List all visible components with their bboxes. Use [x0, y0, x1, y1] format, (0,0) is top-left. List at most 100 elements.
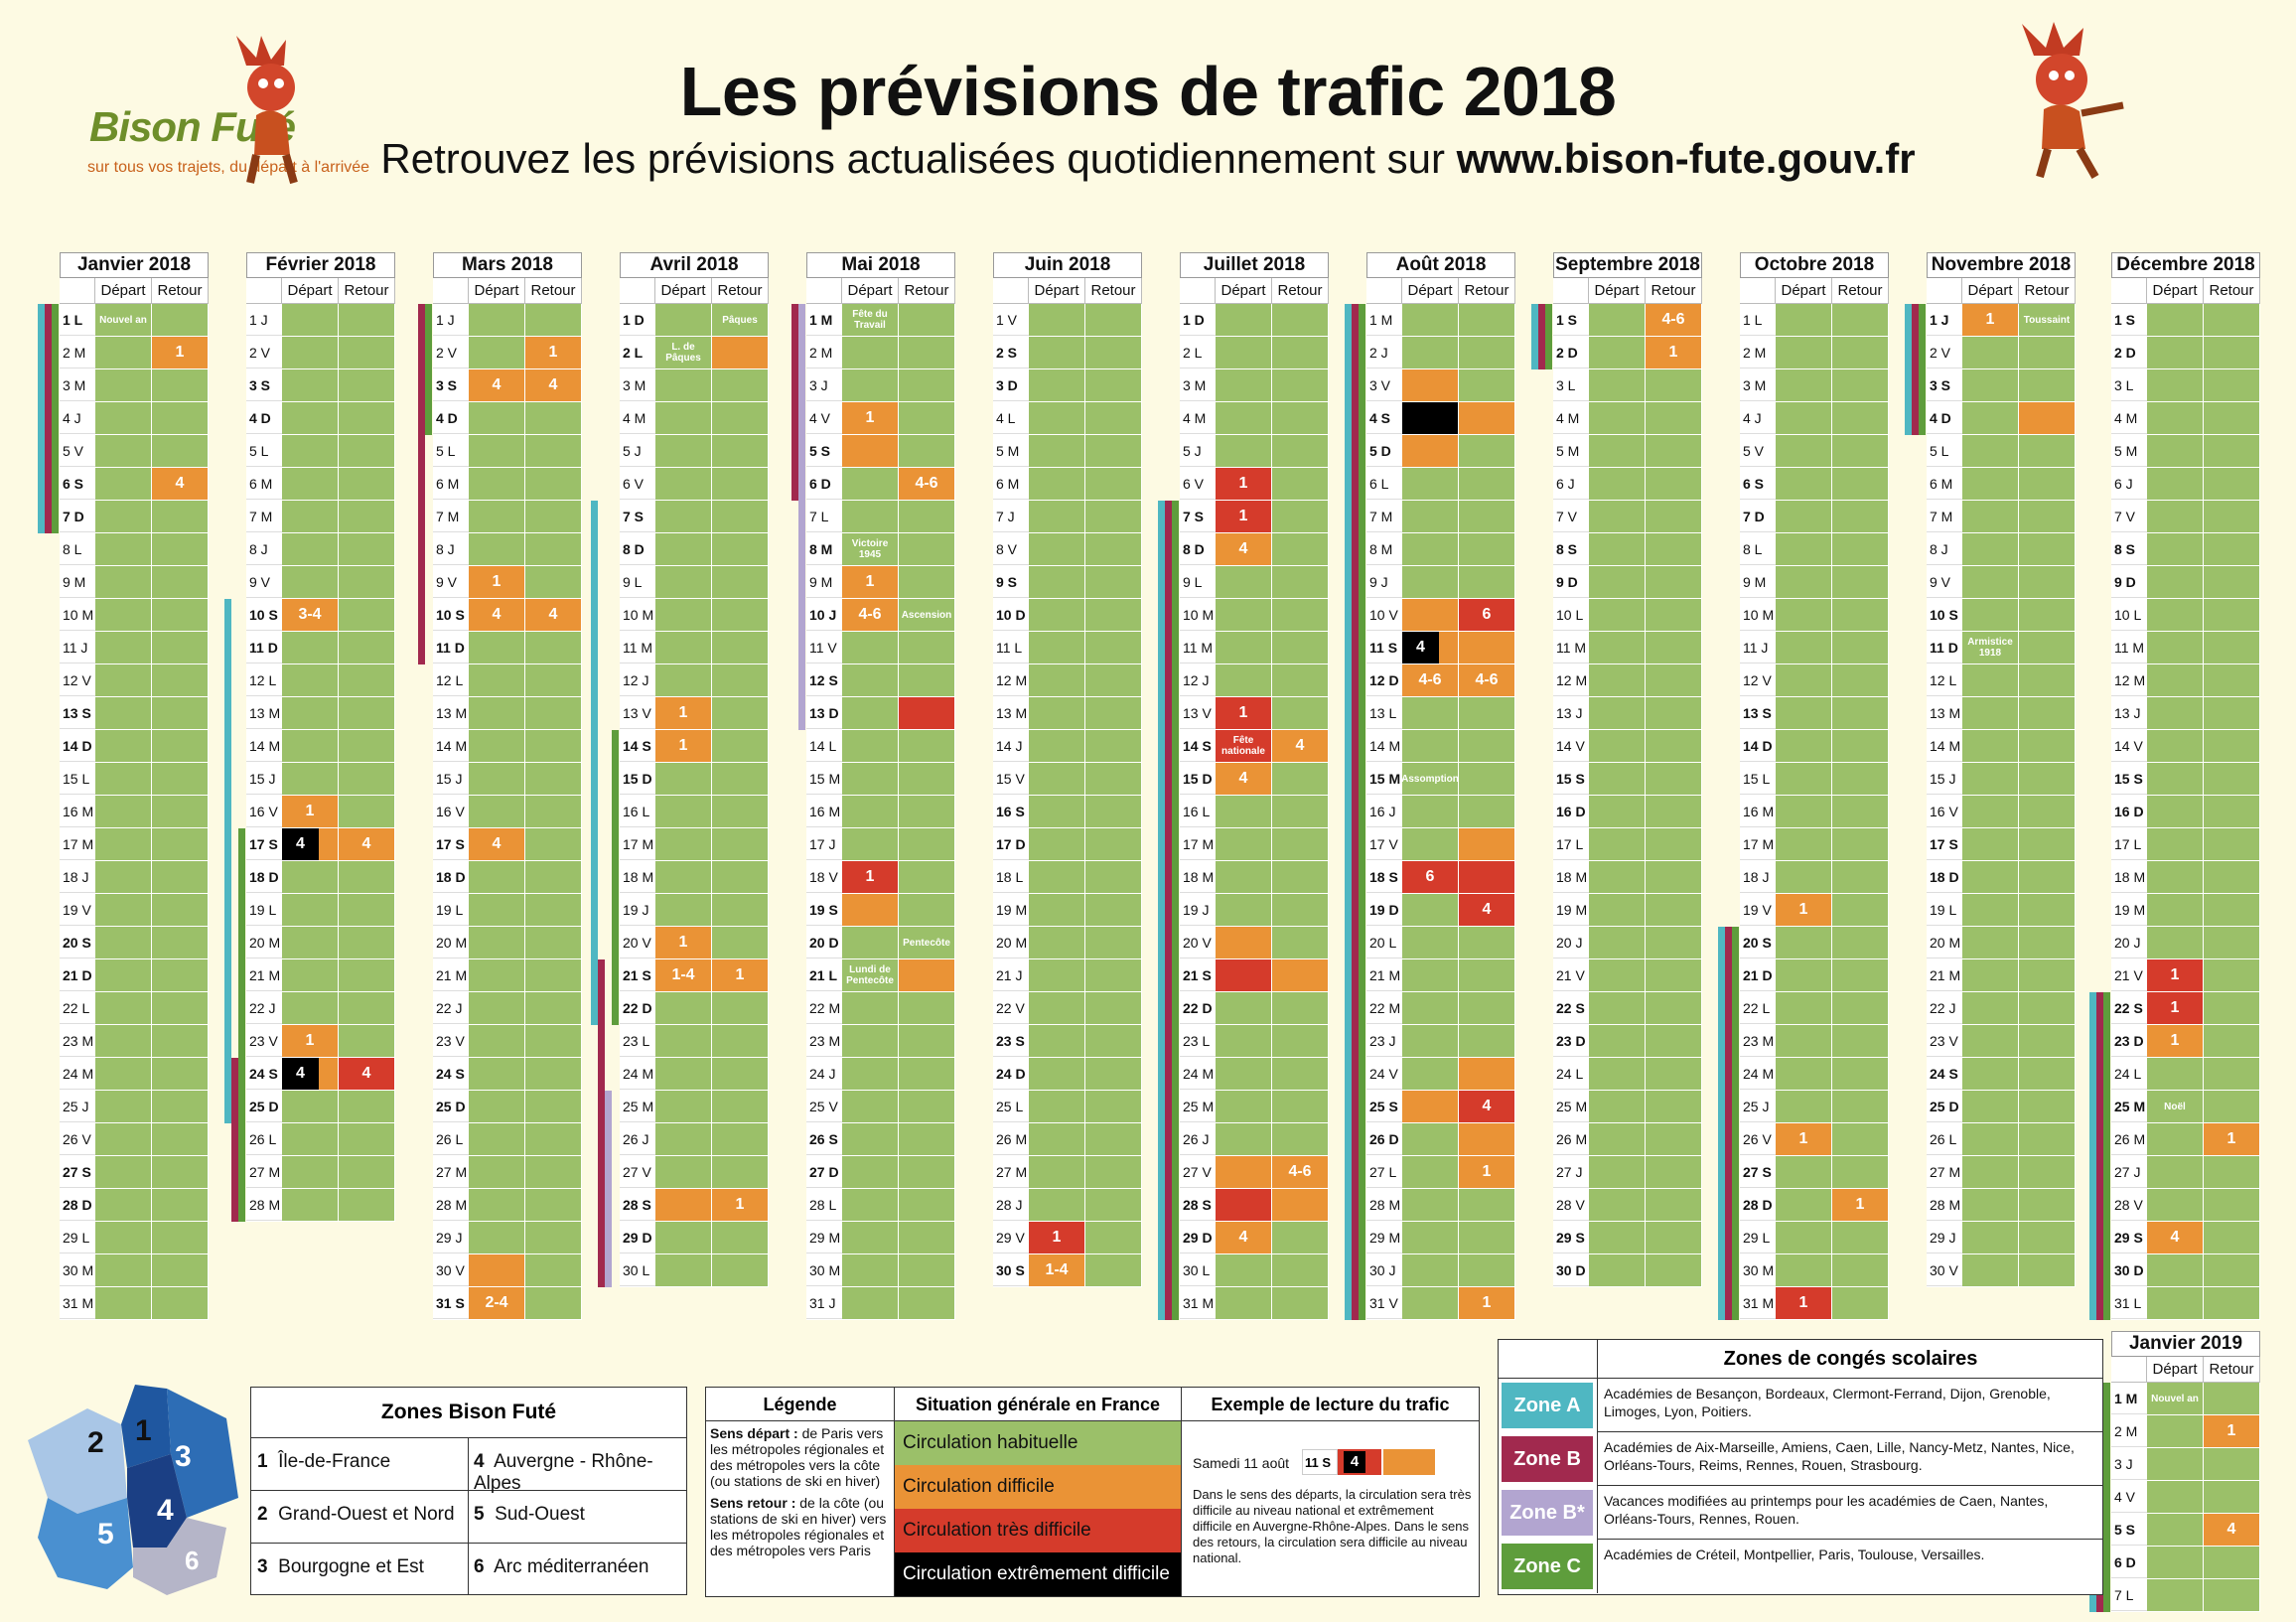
depart-cell	[2147, 796, 2203, 827]
day-row: 15 J	[1927, 763, 2076, 796]
day-row: 11 J	[1740, 632, 1889, 664]
retour-cell	[152, 435, 208, 467]
depart-cell	[1029, 337, 1084, 369]
depart-cell	[2147, 1058, 2203, 1090]
day-label: 17 L	[2111, 828, 2147, 860]
day-row: 24 J	[806, 1058, 955, 1091]
day-row: 18 D	[1927, 861, 2076, 894]
day-row: 10 M	[1740, 599, 1889, 632]
retour-cell	[712, 1025, 768, 1057]
depart-cell	[1776, 796, 1831, 827]
day-label: 10 M	[60, 599, 95, 631]
depart-cell	[469, 730, 524, 762]
depart-cell	[282, 927, 338, 958]
retour-cell	[1646, 1058, 1701, 1090]
retour-cell	[1085, 468, 1141, 500]
depart-cell	[2147, 1481, 2203, 1513]
school-zone-label: Zone A	[1502, 1383, 1593, 1428]
day-row: 24 V	[1366, 1058, 1515, 1091]
retour-cell	[2019, 861, 2075, 893]
retour-cell	[712, 599, 768, 631]
retour-cell	[152, 861, 208, 893]
day-header	[1927, 278, 1962, 304]
day-row: 7 M	[1927, 501, 2076, 533]
retour-cell	[1459, 927, 1514, 958]
day-label: 6 J	[1553, 468, 1589, 500]
depart-cell	[95, 1222, 151, 1253]
retour-cell	[2019, 599, 2075, 631]
day-row: 30 D	[1553, 1254, 1702, 1287]
depart-cell	[1216, 828, 1271, 860]
day-row: 15 S	[1553, 763, 1702, 796]
depart-cell	[2147, 730, 2203, 762]
day-label: 1 J	[433, 304, 469, 336]
day-label: 14 D	[1740, 730, 1776, 762]
depart-cell	[1402, 1254, 1458, 1286]
day-label: 28 D	[60, 1189, 95, 1221]
day-row: 17 L	[1553, 828, 1702, 861]
retour-cell	[1459, 959, 1514, 991]
retour-cell	[1272, 697, 1328, 729]
depart-cell	[469, 992, 524, 1024]
depart-cell	[2147, 1156, 2203, 1188]
retour-cell	[1832, 828, 1888, 860]
day-label: 17 S	[246, 828, 282, 860]
depart-cell	[655, 1222, 711, 1253]
depart-cell	[2147, 763, 2203, 795]
day-row: 16 J	[1366, 796, 1515, 828]
retour-cell	[525, 1287, 581, 1319]
day-label: 5 J	[1180, 435, 1216, 467]
retour-cell	[2019, 435, 2075, 467]
depart-cell	[1776, 730, 1831, 762]
retour-cell	[152, 730, 208, 762]
retour-cell	[1085, 402, 1141, 434]
day-label: 22 L	[60, 992, 95, 1024]
retour-cell	[2204, 828, 2259, 860]
retour-cell	[1272, 1189, 1328, 1221]
day-label: 10 M	[1180, 599, 1216, 631]
retour-cell	[525, 501, 581, 532]
day-row: 21 M	[1366, 959, 1515, 992]
depart-cell	[842, 1189, 898, 1221]
retour-cell	[2204, 959, 2259, 991]
depart-cell	[842, 1025, 898, 1057]
zone-bar-c	[1732, 927, 1739, 1320]
day-row: 27 D	[806, 1156, 955, 1189]
depart-cell	[1776, 468, 1831, 500]
retour-cell	[525, 959, 581, 991]
depart-cell	[95, 1058, 151, 1090]
depart-cell	[1589, 927, 1645, 958]
day-label: 29 L	[60, 1222, 95, 1253]
day-row: 15 V	[993, 763, 1142, 796]
day-row: 7 L	[2111, 1579, 2260, 1612]
depart-cell	[1216, 402, 1271, 434]
depart-cell	[842, 796, 898, 827]
day-label: 27 M	[246, 1156, 282, 1188]
retour-cell: 4	[339, 1058, 394, 1090]
day-label: 28 M	[246, 1189, 282, 1221]
retour-cell	[1272, 632, 1328, 664]
depart-cell	[1402, 501, 1458, 532]
retour-cell	[2204, 697, 2259, 729]
day-row: 19 V	[60, 894, 209, 927]
day-label: 28 D	[1740, 1189, 1776, 1221]
retour-cell	[1832, 533, 1888, 565]
day-label: 25 J	[60, 1091, 95, 1122]
day-label: 4 M	[620, 402, 655, 434]
depart-cell	[1216, 1156, 1271, 1188]
day-label: 25 L	[993, 1091, 1029, 1122]
depart-cell	[282, 730, 338, 762]
retour-cell	[339, 894, 394, 926]
day-row: 30 M	[1740, 1254, 1889, 1287]
day-row: 25 M	[1553, 1091, 1702, 1123]
depart-cell	[95, 1254, 151, 1286]
day-row: 3 M	[620, 369, 769, 402]
depart-cell	[1029, 533, 1084, 565]
day-row: 14 D	[1740, 730, 1889, 763]
example-retour-cell	[1383, 1449, 1435, 1475]
retour-cell	[712, 337, 768, 369]
